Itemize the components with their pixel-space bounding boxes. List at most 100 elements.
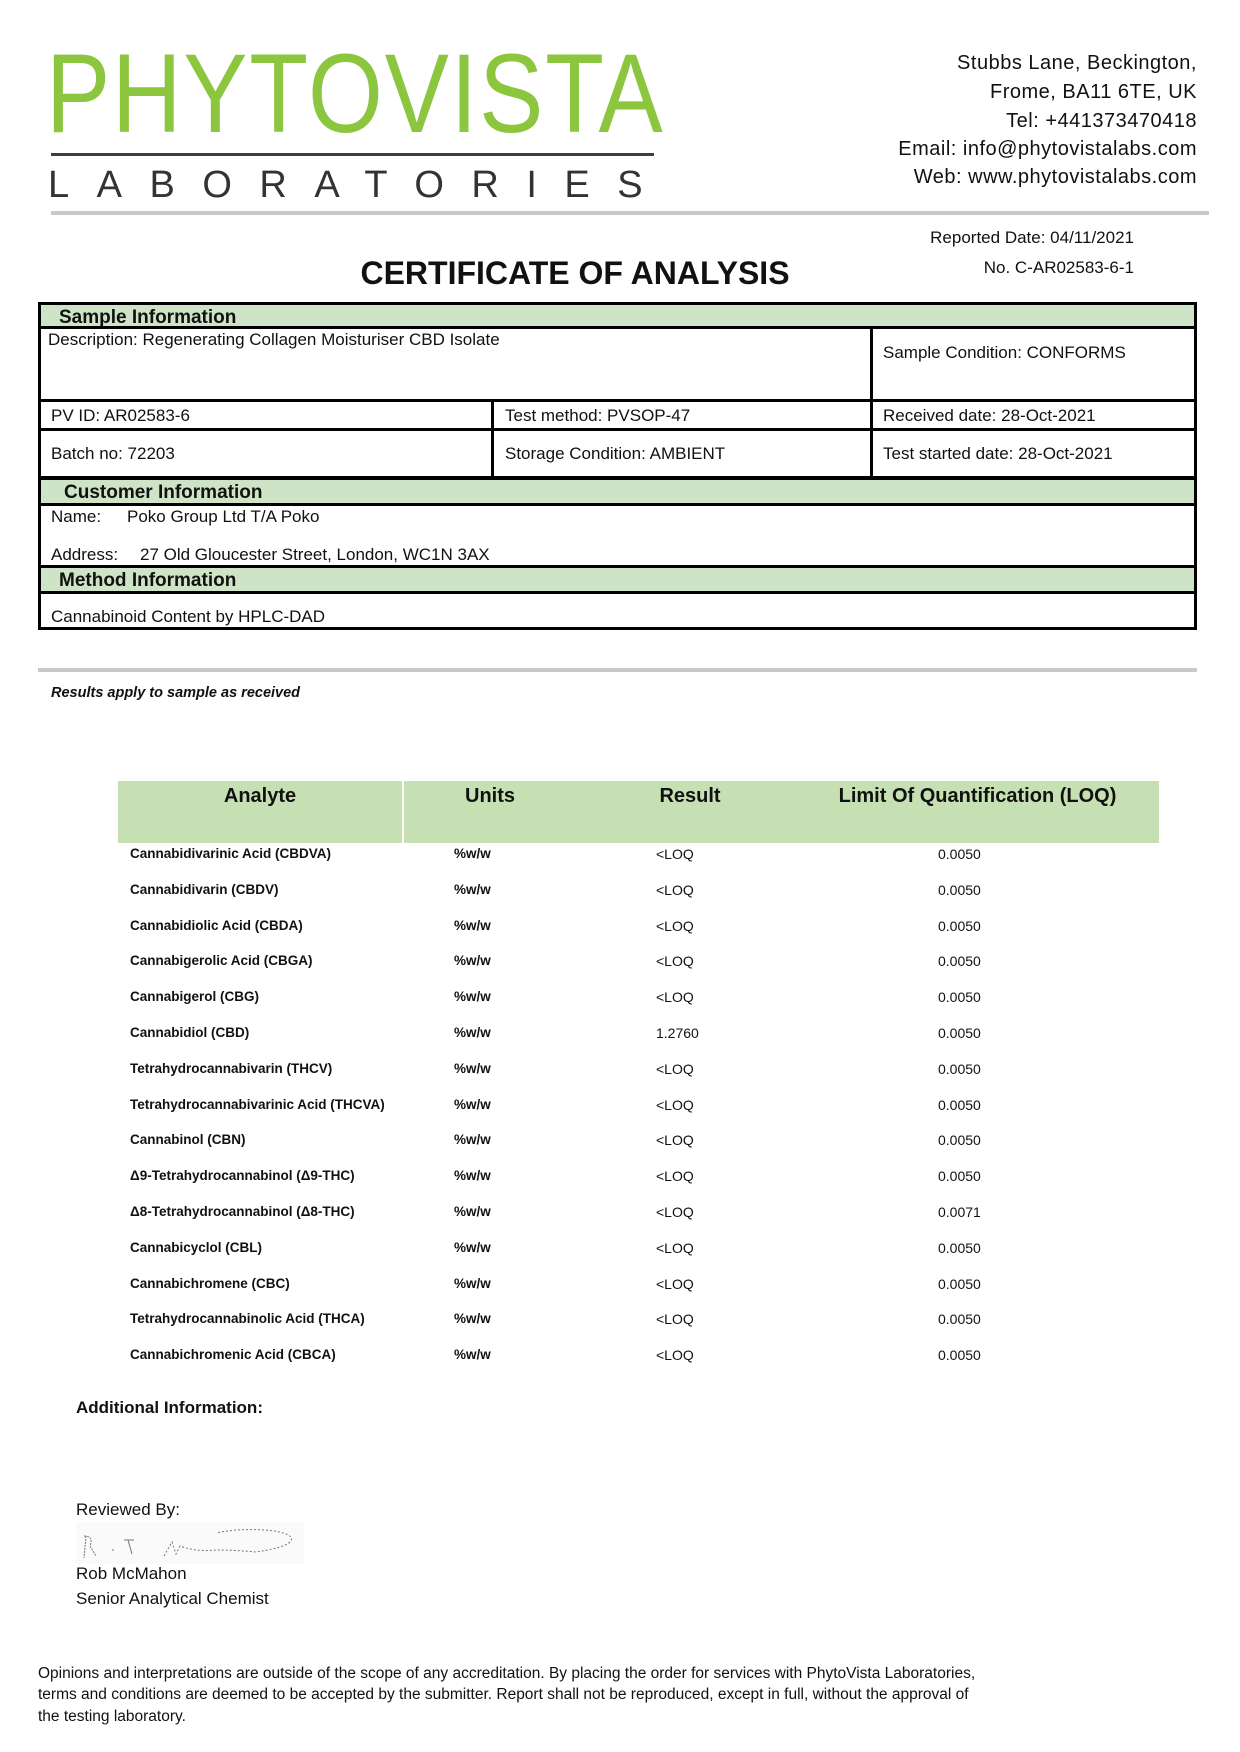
result-value: <LOQ — [656, 1239, 694, 1256]
loq-value: 0.0050 — [938, 1347, 981, 1364]
pv-id: PV ID: AR02583-6 — [51, 406, 190, 425]
sample-info-box — [38, 302, 1197, 630]
address-line: Frome, BA11 6TE, UK — [990, 81, 1197, 103]
divider — [38, 591, 1197, 594]
column-header: Result — [659, 785, 721, 807]
divider — [38, 565, 1197, 568]
analyte-name: Δ9-Tetrahydrocannabinol (Δ9-THC) — [130, 1168, 355, 1184]
loq-value: 0.0050 — [938, 1311, 981, 1328]
units: %w/w — [454, 1275, 491, 1291]
loq-value: 0.0071 — [938, 1204, 981, 1220]
result-value: <LOQ — [656, 989, 694, 1006]
additional-info-label: Additional Information: — [76, 1398, 263, 1417]
loq-value: 0.0050 — [938, 1168, 981, 1185]
result-value: <LOQ — [656, 1132, 694, 1149]
result-value: <LOQ — [656, 953, 694, 970]
column-header: Units — [465, 785, 515, 807]
loq-value: 0.0050 — [938, 846, 981, 862]
column-header: Limit Of Quantification (LOQ) — [838, 785, 1117, 807]
disclaimer-line: terms and conditions are deemed to be ac… — [38, 1686, 969, 1703]
header-divider — [51, 211, 1209, 215]
phone: Tel: +441373470418 — [1006, 110, 1197, 132]
reviewer-name: Rob McMahon — [76, 1564, 187, 1583]
result-value: <LOQ — [656, 846, 694, 862]
table-row: Tetrahydrocannabivarin (THCV) %w/w <LOQ 0.0… — [0, 1061, 1240, 1097]
loq-value: 0.0050 — [938, 1060, 981, 1077]
table-row: Cannabidiol (CBD) %w/w 1.2760 0.0050 — [0, 1025, 1240, 1061]
logo-divider — [51, 153, 654, 156]
units: %w/w — [454, 1060, 491, 1076]
loq-value: 0.0050 — [938, 1025, 981, 1041]
signature — [76, 1522, 304, 1564]
units: %w/w — [454, 1311, 491, 1327]
divider — [38, 428, 1197, 431]
sample-condition: Sample Condition: CONFORMS — [883, 343, 1126, 362]
disclaimer-line: Opinions and interpretations are outside… — [38, 1665, 976, 1682]
units: %w/w — [454, 953, 491, 969]
table-row: Δ8-Tetrahydrocannabinol (Δ8-THC) %w/w <LOQ… — [0, 1204, 1240, 1240]
table-row: Cannabinol (CBN) %w/w <LOQ 0.0050 — [0, 1132, 1240, 1168]
disclaimer-line: the testing laboratory. — [38, 1708, 186, 1725]
result-value: <LOQ — [656, 1347, 694, 1364]
table-row: Cannabidiolic Acid (CBDA) %w/w <LOQ 0.0050 — [0, 918, 1240, 954]
table-header — [118, 781, 1159, 843]
loq-value: 0.0050 — [938, 881, 981, 898]
analyte-name: Cannabidivarinic Acid (CBDVA) — [130, 846, 332, 861]
results-note: Results apply to sample as received — [51, 685, 301, 701]
result-value: <LOQ — [656, 917, 694, 934]
test-method: Test method: PVSOP-47 — [505, 406, 691, 425]
sample-info-header: Sample Information — [41, 305, 1194, 328]
report-number: No. C-AR02583-6-1 — [983, 258, 1134, 277]
result-value: <LOQ — [656, 1275, 694, 1292]
table-row: Cannabidivarinic Acid (CBDVA) %w/w <LOQ 0.0… — [0, 846, 1240, 882]
result-value: <LOQ — [656, 1168, 694, 1185]
table-row: Cannabigerol (CBG) %w/w <LOQ 0.0050 — [0, 989, 1240, 1025]
table-row: Cannabichromenic Acid (CBCA) %w/w <LOQ 0.00… — [0, 1347, 1240, 1383]
batch-no: Batch no: 72203 — [51, 444, 175, 463]
reviewer-role: Senior Analytical Chemist — [76, 1589, 269, 1608]
customer-name-label: Name: — [51, 507, 102, 526]
table-row: Cannabichromene (CBC) %w/w <LOQ 0.0050 — [0, 1276, 1240, 1312]
logo: PHYTOVISTA — [46, 31, 665, 156]
table-row: Tetrahydrocannabinolic Acid (THCA) %w/w <L… — [0, 1311, 1240, 1347]
analyte-name: Cannabinol (CBN) — [130, 1132, 246, 1148]
divider — [402, 781, 404, 843]
analyte-name: Cannabidivarin (CBDV) — [130, 881, 279, 897]
result-value: <LOQ — [656, 1204, 694, 1220]
units: %w/w — [454, 846, 491, 861]
result-value: <LOQ — [656, 1311, 694, 1328]
loq-value: 0.0050 — [938, 953, 981, 970]
divider — [38, 399, 1197, 402]
reported-date: Reported Date: 04/11/2021 — [930, 228, 1134, 247]
units: %w/w — [454, 1132, 491, 1148]
customer-address: 27 Old Gloucester Street, London, WC1N 3… — [140, 545, 490, 564]
received-date: Received date: 28-Oct-2021 — [883, 406, 1096, 425]
reviewed-by-label: Reviewed By: — [76, 1500, 180, 1519]
result-value: <LOQ — [656, 881, 694, 898]
table-row: Cannabicyclol (CBL) %w/w <LOQ 0.0050 — [0, 1240, 1240, 1276]
loq-value: 0.0050 — [938, 1132, 981, 1149]
units: %w/w — [454, 1168, 491, 1184]
address-line: Stubbs Lane, Beckington, — [957, 52, 1197, 74]
description: Description: Regenerating Collagen Moist… — [48, 330, 500, 349]
customer-name: Poko Group Ltd T/A Poko — [127, 507, 320, 526]
result-value: <LOQ — [656, 1060, 694, 1077]
column-header: Analyte — [223, 785, 297, 807]
analyte-name: Cannabicyclol (CBL) — [130, 1239, 263, 1255]
analyte-name: Cannabidiolic Acid (CBDA) — [130, 917, 303, 933]
customer-address-label: Address: — [51, 545, 119, 564]
storage-condition: Storage Condition: AMBIENT — [505, 444, 726, 463]
divider — [491, 399, 494, 478]
loq-value: 0.0050 — [938, 1096, 981, 1113]
units: %w/w — [454, 881, 491, 897]
analyte-name: Tetrahydrocannabinolic Acid (THCA) — [130, 1311, 365, 1327]
table-row: Cannabigerolic Acid (CBGA) %w/w <LOQ 0.0050 — [0, 953, 1240, 989]
logo-subtitle: LABORATORIES — [48, 164, 671, 206]
method-text: Cannabinoid Content by HPLC-DAD — [51, 607, 326, 626]
divider — [38, 326, 1197, 329]
method-info-header: Method Information — [41, 568, 1194, 591]
section-divider — [38, 668, 1197, 672]
analyte-name: Δ8-Tetrahydrocannabinol (Δ8-THC) — [130, 1204, 355, 1219]
customer-info-header: Customer Information — [41, 480, 1194, 503]
units: %w/w — [454, 1025, 491, 1040]
